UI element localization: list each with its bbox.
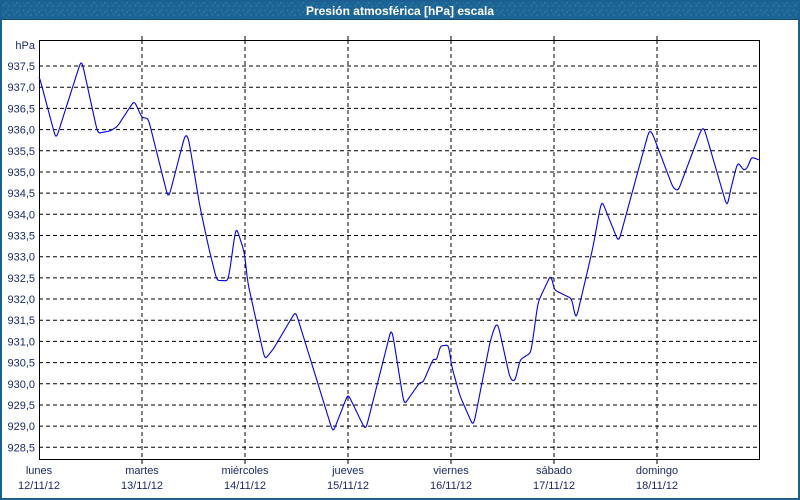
svg-text:930,0: 930,0 — [7, 379, 35, 391]
svg-text:934,0: 934,0 — [7, 209, 35, 221]
svg-text:931,5: 931,5 — [7, 315, 35, 327]
svg-text:936,0: 936,0 — [7, 125, 35, 137]
svg-text:martes: martes — [125, 465, 159, 477]
svg-text:932,0: 932,0 — [7, 294, 35, 306]
svg-text:935,0: 935,0 — [7, 167, 35, 179]
svg-text:14/11/12: 14/11/12 — [224, 480, 266, 492]
svg-text:Presión atmosférica [hPa] esca: Presión atmosférica [hPa] escala — [306, 4, 494, 18]
svg-text:viernes: viernes — [433, 465, 469, 477]
svg-text:932,5: 932,5 — [7, 273, 35, 285]
svg-text:933,5: 933,5 — [7, 231, 35, 243]
svg-text:930,5: 930,5 — [7, 358, 35, 370]
svg-text:936,5: 936,5 — [7, 103, 35, 115]
svg-text:13/11/12: 13/11/12 — [121, 480, 163, 492]
svg-text:sábado: sábado — [536, 465, 572, 477]
svg-text:hPa: hPa — [15, 40, 35, 52]
svg-text:929,0: 929,0 — [7, 421, 35, 433]
svg-text:928,5: 928,5 — [7, 442, 35, 454]
svg-text:lunes: lunes — [26, 465, 53, 477]
svg-text:15/11/12: 15/11/12 — [327, 480, 369, 492]
svg-text:937,5: 937,5 — [7, 61, 35, 73]
svg-text:domingo: domingo — [636, 465, 678, 477]
svg-text:miércoles: miércoles — [221, 465, 269, 477]
svg-text:935,5: 935,5 — [7, 146, 35, 158]
svg-text:934,5: 934,5 — [7, 188, 35, 200]
svg-text:18/11/12: 18/11/12 — [636, 480, 678, 492]
svg-text:933,0: 933,0 — [7, 252, 35, 264]
svg-text:jueves: jueves — [331, 465, 364, 477]
svg-text:929,5: 929,5 — [7, 400, 35, 412]
svg-text:12/11/12: 12/11/12 — [18, 480, 60, 492]
svg-text:16/11/12: 16/11/12 — [430, 480, 472, 492]
svg-text:931,0: 931,0 — [7, 336, 35, 348]
svg-text:17/11/12: 17/11/12 — [533, 480, 575, 492]
svg-text:937,0: 937,0 — [7, 82, 35, 94]
